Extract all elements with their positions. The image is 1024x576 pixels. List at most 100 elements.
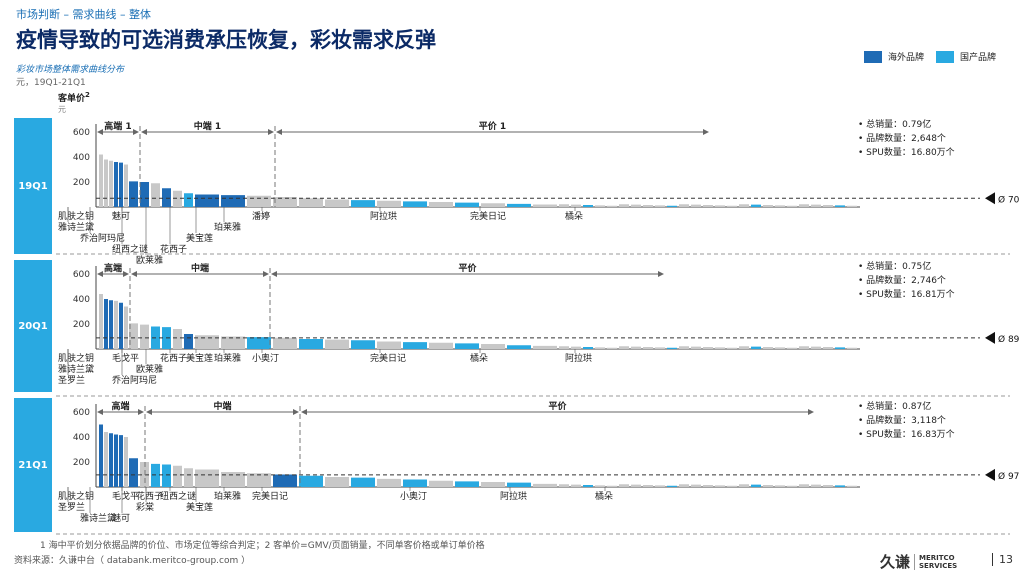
footnote: 1 海中平价划分依据品牌的价位、市场定位等综合判定；2 客单价=GMV/页面销量… (40, 541, 485, 551)
panel-21q1-brand-0: 肌肤之钥 (58, 490, 94, 502)
logo-cn: 久谦 (880, 553, 911, 571)
panel-19q1-tail-bar-2 (583, 205, 593, 207)
panel-20q1-bar-14 (247, 337, 271, 349)
stats-21q1-sales: 总销量：0.87亿 (858, 400, 955, 414)
panel-21q1-bar-4 (119, 435, 123, 487)
panel-21q1-seg-label-1: 中端 (213, 400, 231, 412)
panel-20q1-brand-4: 圣罗兰 (58, 374, 85, 386)
panel-20q1-bar-10 (173, 329, 182, 349)
panel-19q1-bar-13 (221, 195, 245, 207)
panel-21q1-seg-label-0: 高端 (111, 400, 129, 412)
panel-21q1-bar-6 (129, 458, 138, 487)
panel-21q1-tail-bar-11 (691, 484, 701, 487)
panel-20q1-tail-bar-0 (559, 346, 569, 349)
panel-21q1-bar-19 (377, 478, 401, 487)
panel-21q1-bar-24 (507, 482, 531, 487)
panel-21q1-bar-10 (173, 465, 182, 487)
panel-19q1-tick-200: 200 (73, 178, 90, 188)
panel-20q1-tail-bar-16 (751, 346, 761, 349)
panel-19q1-brand-11: 完美日记 (470, 210, 506, 222)
panel-19q1-seg-arrowhead-r-2 (703, 129, 709, 135)
panel-19q1-brand-9: 潘婷 (252, 210, 270, 222)
panel-20q1-bar-20 (403, 342, 427, 349)
panel-19q1-tail-bar-14 (727, 205, 737, 207)
panel-19q1-tail-bar-20 (799, 204, 809, 207)
panel-21q1-mean-label: Ø 97 (998, 471, 1019, 482)
panel-19q1-tail-bar-19 (787, 205, 797, 207)
stats-20q1-brands: 品牌数量：2,746个 (858, 274, 955, 288)
panel-20q1-brand-5: 乔治阿玛尼 (112, 374, 157, 386)
panel-21q1-bar-2 (109, 433, 113, 487)
panel-21q1-seg-arrowhead-r-2 (808, 409, 814, 415)
panel-19q1-tail-bar-11 (691, 204, 701, 207)
panel-21q1-bar-11 (184, 468, 193, 487)
panel-21q1-brand-2: 圣罗兰 (58, 501, 85, 513)
y-axis-label-sup: 2 (85, 91, 90, 99)
panel-21q1-brand-11: 小奥汀 (400, 490, 427, 502)
panel-19q1-bar-20 (403, 201, 427, 207)
panel-19q1-mean-arrow (985, 192, 995, 205)
panel-19q1-brand-2: 雅诗兰黛 (58, 221, 94, 233)
panel-21q1-tail-bar-4 (607, 485, 617, 487)
panel-19q1-seg-label-2: 平价 1 (479, 121, 506, 132)
panel-20q1-tail-bar-21 (811, 346, 821, 349)
panel-20q1-seg-label-2: 平价 (458, 263, 477, 274)
panel-20q1-bar-12 (195, 335, 219, 349)
panel-19q1-tail-bar-22 (823, 205, 833, 207)
panel-21q1-tail-bar-1 (571, 484, 581, 487)
stats-19q1: 总销量：0.79亿 品牌数量：2,648个 SPU数量：16.80万个 (858, 118, 955, 160)
panel-20q1-tick-400: 400 (73, 295, 90, 305)
panel-20q1-tail-bar-19 (787, 347, 797, 349)
panel-19q1-tail-bar-21 (811, 204, 821, 207)
panel-19q1-tail-bar-8 (655, 205, 665, 207)
panel-19q1-bar-6 (129, 181, 138, 207)
panel-21q1-bar-23 (481, 482, 505, 487)
legend-swatch-overseas (864, 50, 882, 63)
panel-21q1-tail-bar-19 (787, 485, 797, 487)
panel-19q1-tick-400: 400 (73, 153, 90, 163)
stats-21q1-spu: SPU数量：16.83万个 (858, 428, 955, 442)
panel-21q1-tail-bar-16 (751, 484, 761, 487)
panel-20q1-bar-18 (351, 340, 375, 349)
legend-label-domestic: 国产品牌 (960, 53, 997, 63)
panel-20q1-brand-1: 毛戈平 (112, 352, 139, 364)
panel-20q1-seg-label-0: 高端 (104, 262, 122, 274)
panel-20q1-tail-bar-3 (595, 347, 605, 349)
panel-20q1-bar-7 (140, 324, 149, 349)
panel-21q1-brand-4: 魅可 (112, 512, 130, 524)
panel-19q1-tail-bar-23 (835, 205, 845, 207)
page-number: 13 (992, 553, 1013, 566)
panel-20q1-seg-arrowhead-r-1 (263, 271, 269, 277)
panel-20q1-bar-15 (273, 337, 297, 349)
panel-20q1-bar-3 (114, 300, 118, 349)
panel-19q1-tail-bar-13 (715, 205, 725, 207)
panel-20q1-brand-10: 完美日记 (370, 352, 406, 364)
meritco-logo: 久谦 MERITCO SERVICES (880, 551, 957, 572)
panel-20q1-brand-11: 橘朵 (470, 353, 488, 364)
panel-21q1-bar-13 (221, 472, 245, 487)
panel-20q1-tail-bar-11 (691, 346, 701, 349)
panel-21q1-seg-arrowhead-l-2 (301, 409, 307, 415)
panel-21q1-brand-10: 完美日记 (252, 490, 288, 502)
panel-21q1-tick-200: 200 (73, 458, 90, 468)
panel-19q1-brand-3: 乔治阿玛尼 (80, 232, 125, 244)
panel-19q1-bar-11 (184, 193, 193, 207)
panel-19q1-brand-6: 花西子 (160, 243, 187, 255)
panel-20q1-mean-arrow (985, 331, 995, 344)
panel-19q1-bar-19 (377, 200, 401, 207)
stats-20q1: 总销量：0.75亿 品牌数量：2,746个 SPU数量：16.81万个 (858, 260, 955, 302)
y-axis-unit: 元 (58, 105, 66, 114)
panel-21q1-tail-bar-22 (823, 485, 833, 487)
panel-20q1-bar-24 (507, 345, 531, 349)
panel-19q1-brand-4: 纽西之谜 (112, 243, 148, 255)
panel-19q1-seg-arrowhead-l-0 (97, 129, 103, 135)
panel-21q1-bar-9 (162, 464, 171, 487)
panel-20q1-seg-arrowhead-l-0 (97, 271, 103, 277)
panel-20q1-tail-bar-1 (571, 346, 581, 349)
panel-19q1-bar-3 (114, 162, 118, 207)
stats-21q1-brands: 品牌数量：3,118个 (858, 414, 955, 428)
panel-20q1-tail-bar-22 (823, 347, 833, 349)
panel-19q1-bar-7 (140, 182, 149, 207)
panel-19q1-tick-600: 600 (73, 128, 90, 138)
panel-21q1-brand-13: 橘朵 (595, 491, 613, 502)
